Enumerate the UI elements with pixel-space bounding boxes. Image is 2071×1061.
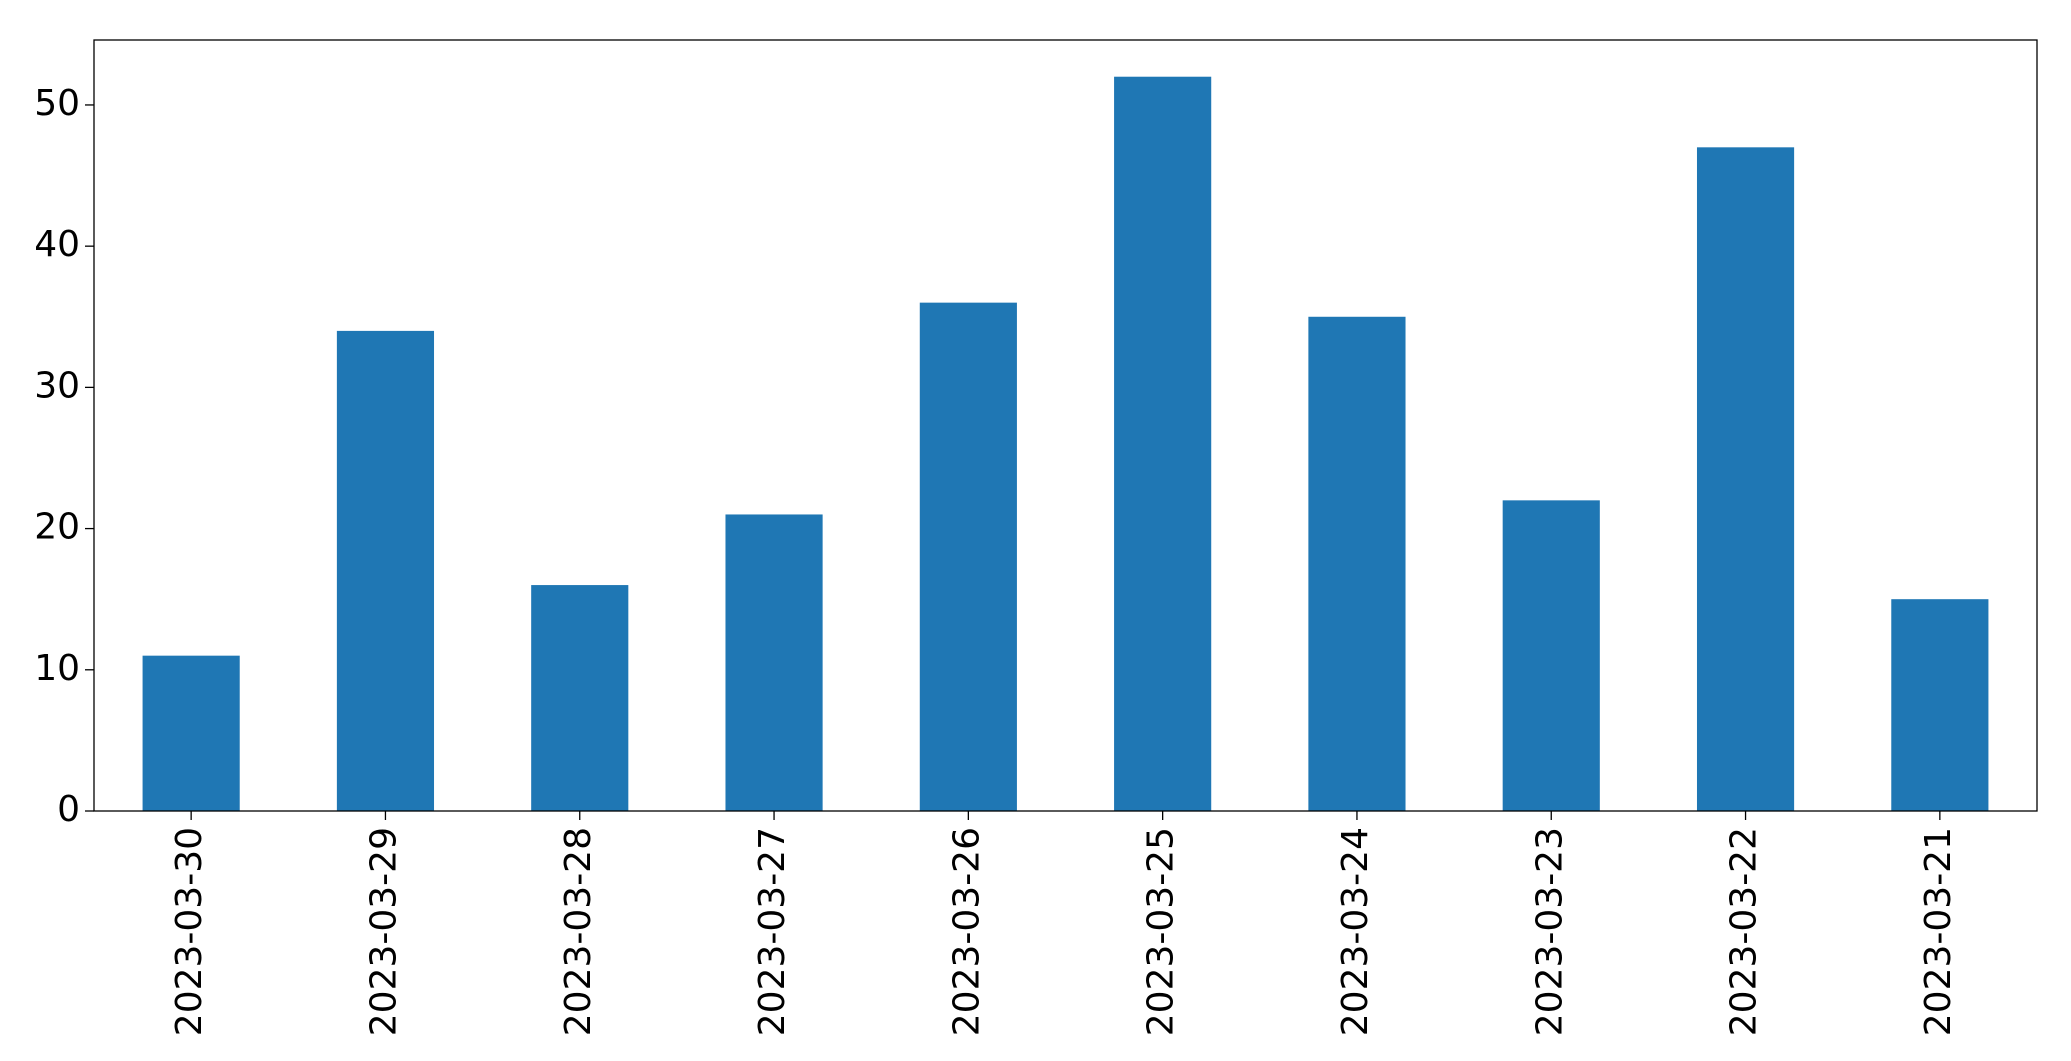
x-tick-label: 2023-03-25 bbox=[1141, 827, 1182, 1036]
x-tick-label: 2023-03-28 bbox=[558, 827, 599, 1036]
bar bbox=[1502, 500, 1600, 811]
x-tick-label: 2023-03-26 bbox=[946, 827, 987, 1036]
axes-frame bbox=[93, 39, 2038, 812]
y-tick-label: 40 bbox=[34, 224, 80, 265]
x-tick-label: 2023-03-22 bbox=[1724, 827, 1765, 1036]
y-tick-label: 0 bbox=[57, 789, 80, 830]
y-tick-label: 50 bbox=[34, 83, 80, 124]
x-tick-label: 2023-03-23 bbox=[1529, 827, 1570, 1036]
bar bbox=[1891, 599, 1989, 811]
bar bbox=[1696, 147, 1795, 812]
bar bbox=[725, 514, 823, 811]
x-tick-label: 2023-03-21 bbox=[1918, 827, 1959, 1036]
bar bbox=[919, 302, 1017, 811]
x-tick-label: 2023-03-30 bbox=[169, 827, 210, 1036]
y-tick-label: 10 bbox=[34, 648, 80, 689]
bar bbox=[1114, 76, 1212, 811]
x-tick-label: 2023-03-29 bbox=[363, 827, 404, 1036]
y-tick-label: 30 bbox=[34, 365, 80, 406]
x-tick-label: 2023-03-24 bbox=[1335, 827, 1376, 1036]
bar bbox=[531, 585, 629, 811]
bar bbox=[142, 655, 240, 811]
bar bbox=[336, 330, 435, 811]
y-tick-label: 20 bbox=[34, 507, 80, 548]
bar bbox=[1308, 316, 1406, 811]
x-tick-label: 2023-03-27 bbox=[752, 827, 793, 1036]
